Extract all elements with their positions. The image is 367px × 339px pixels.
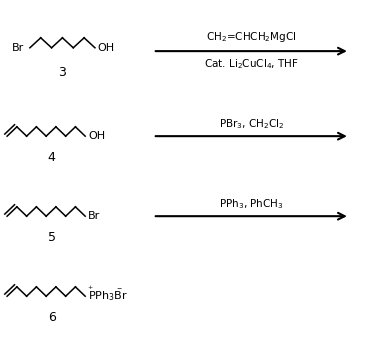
Text: PBr$_3$, CH$_2$Cl$_2$: PBr$_3$, CH$_2$Cl$_2$: [219, 118, 284, 132]
Text: Cat. Li$_2$CuCl$_4$, THF: Cat. Li$_2$CuCl$_4$, THF: [204, 57, 299, 71]
Text: Br: Br: [12, 43, 24, 53]
Text: PPh$_3$Br: PPh$_3$Br: [88, 289, 128, 303]
Text: 6: 6: [48, 312, 55, 324]
Text: PPh$_3$, PhCH$_3$: PPh$_3$, PhCH$_3$: [219, 198, 284, 212]
Text: OH: OH: [98, 43, 115, 53]
Text: 5: 5: [48, 231, 55, 244]
Text: 3: 3: [58, 66, 66, 79]
Text: $^{+}$: $^{+}$: [87, 284, 94, 293]
Text: Br: Br: [88, 211, 100, 221]
Text: CH$_2$=CHCH$_2$MgCl: CH$_2$=CHCH$_2$MgCl: [206, 30, 297, 44]
Text: 4: 4: [48, 151, 55, 164]
Text: $^{-}$: $^{-}$: [116, 284, 122, 293]
Text: OH: OH: [88, 131, 105, 141]
